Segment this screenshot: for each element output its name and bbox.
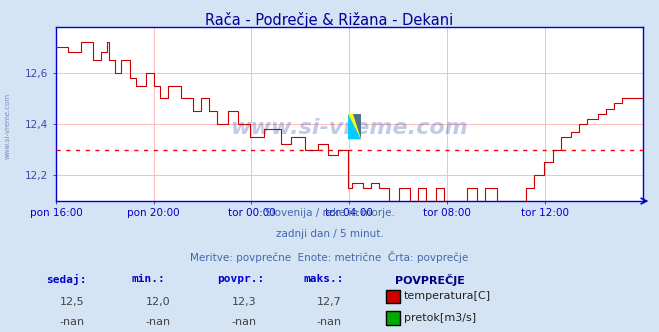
Text: zadnji dan / 5 minut.: zadnji dan / 5 minut. bbox=[275, 229, 384, 239]
Text: www.si-vreme.com: www.si-vreme.com bbox=[231, 118, 468, 138]
Text: 12,7: 12,7 bbox=[317, 297, 342, 307]
Text: povpr.:: povpr.: bbox=[217, 274, 265, 284]
Text: pretok[m3/s]: pretok[m3/s] bbox=[404, 313, 476, 323]
Text: 12,0: 12,0 bbox=[146, 297, 171, 307]
Text: 12,5: 12,5 bbox=[60, 297, 85, 307]
Text: -nan: -nan bbox=[231, 317, 256, 327]
Polygon shape bbox=[348, 114, 361, 139]
Polygon shape bbox=[348, 114, 361, 139]
Text: -nan: -nan bbox=[146, 317, 171, 327]
Text: www.si-vreme.com: www.si-vreme.com bbox=[5, 93, 11, 159]
Text: POVPREČJE: POVPREČJE bbox=[395, 274, 465, 286]
Text: 12,3: 12,3 bbox=[231, 297, 256, 307]
Text: Rača - Podrečje & Rižana - Dekani: Rača - Podrečje & Rižana - Dekani bbox=[206, 12, 453, 28]
Text: maks.:: maks.: bbox=[303, 274, 343, 284]
Text: -nan: -nan bbox=[317, 317, 342, 327]
Text: min.:: min.: bbox=[132, 274, 165, 284]
Text: temperatura[C]: temperatura[C] bbox=[404, 291, 491, 301]
Text: Slovenija / reke in morje.: Slovenija / reke in morje. bbox=[264, 208, 395, 217]
Polygon shape bbox=[353, 114, 361, 139]
Text: Meritve: povprečne  Enote: metrične  Črta: povprečje: Meritve: povprečne Enote: metrične Črta:… bbox=[190, 251, 469, 263]
Text: sedaj:: sedaj: bbox=[46, 274, 86, 285]
Text: -nan: -nan bbox=[60, 317, 85, 327]
